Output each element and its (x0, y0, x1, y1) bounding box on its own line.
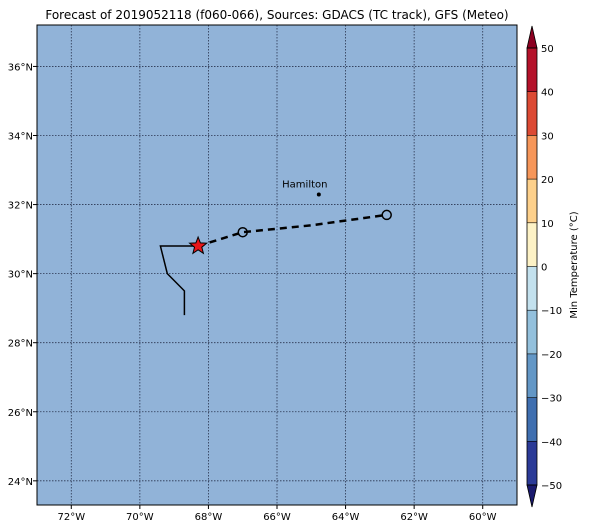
colorbar-tick-label: 50 (541, 44, 554, 55)
forecast-position-marker (381, 209, 392, 221)
place-label: Hamilton (282, 180, 327, 191)
colorbar-tick-label: 0 (541, 263, 547, 274)
x-tick-label: 68°W (195, 512, 223, 523)
colorbar-tick-label: 30 (541, 131, 554, 142)
colorbar-segment (527, 48, 537, 92)
colorbar-label: Min Temperature (°C) (569, 211, 580, 318)
lon-axis: 72°W 70°W 68°W 66°W 64°W 62°W 60°W (57, 505, 497, 523)
colorbar-tick-label: −20 (541, 350, 562, 361)
lat-axis: 24°N 26°N 28°N 30°N 32°N 34°N 36°N (8, 62, 37, 488)
colorbar-tick-label: −10 (541, 306, 562, 317)
y-tick-label: 36°N (8, 62, 33, 73)
map-panel: Hamilton 72°W 70°W 68°W 66°W 64°W 62°W 60°W 24… (8, 24, 518, 523)
colorbar-segment (527, 266, 537, 311)
forecast-position-marker (237, 226, 248, 238)
place-dot (316, 192, 321, 197)
colorbar: −50 −40 −30 −20 −10 0 10 20 30 40 50 (526, 25, 562, 508)
x-tick-label: 60°W (469, 512, 497, 523)
y-tick-label: 32°N (8, 201, 33, 212)
colorbar-under-extend (526, 484, 538, 508)
colorbar-segment (527, 222, 537, 267)
colorbar-tick-label: 40 (541, 88, 554, 99)
y-tick-label: 34°N (8, 132, 33, 143)
past-track-line (159, 245, 199, 316)
colorbar-segment (527, 353, 537, 398)
y-tick-label: 30°N (8, 270, 33, 281)
y-tick-label: 26°N (8, 408, 33, 419)
y-tick-label: 28°N (8, 339, 33, 350)
colorbar-over-extend (526, 25, 538, 49)
colorbar-tick-label: 20 (541, 175, 554, 186)
graticule (37, 25, 517, 505)
colorbar-tick-label: 10 (541, 219, 554, 230)
x-tick-label: 70°W (126, 512, 154, 523)
colorbar-segment (527, 310, 537, 354)
tc-track (159, 209, 392, 316)
current-position-star-icon (188, 235, 209, 255)
colorbar-tick-label: −30 (541, 394, 562, 405)
colorbar-segment (527, 397, 537, 442)
colorbar-tick-label: −50 (541, 481, 562, 492)
y-tick-label: 24°N (8, 477, 33, 488)
colorbar-tick-label: −40 (541, 437, 562, 448)
places-layer: Hamilton (282, 180, 327, 197)
colorbar-segment (527, 91, 537, 136)
colorbar-segment (527, 135, 537, 180)
x-tick-label: 62°W (400, 512, 428, 523)
x-tick-label: 66°W (263, 512, 291, 523)
colorbar-segment (527, 441, 537, 485)
colorbar-segment (527, 179, 537, 223)
x-tick-label: 64°W (332, 512, 360, 523)
chart-title: Forecast of 2019052118 (f060-066), Sourc… (45, 8, 508, 22)
x-tick-label: 72°W (57, 512, 85, 523)
